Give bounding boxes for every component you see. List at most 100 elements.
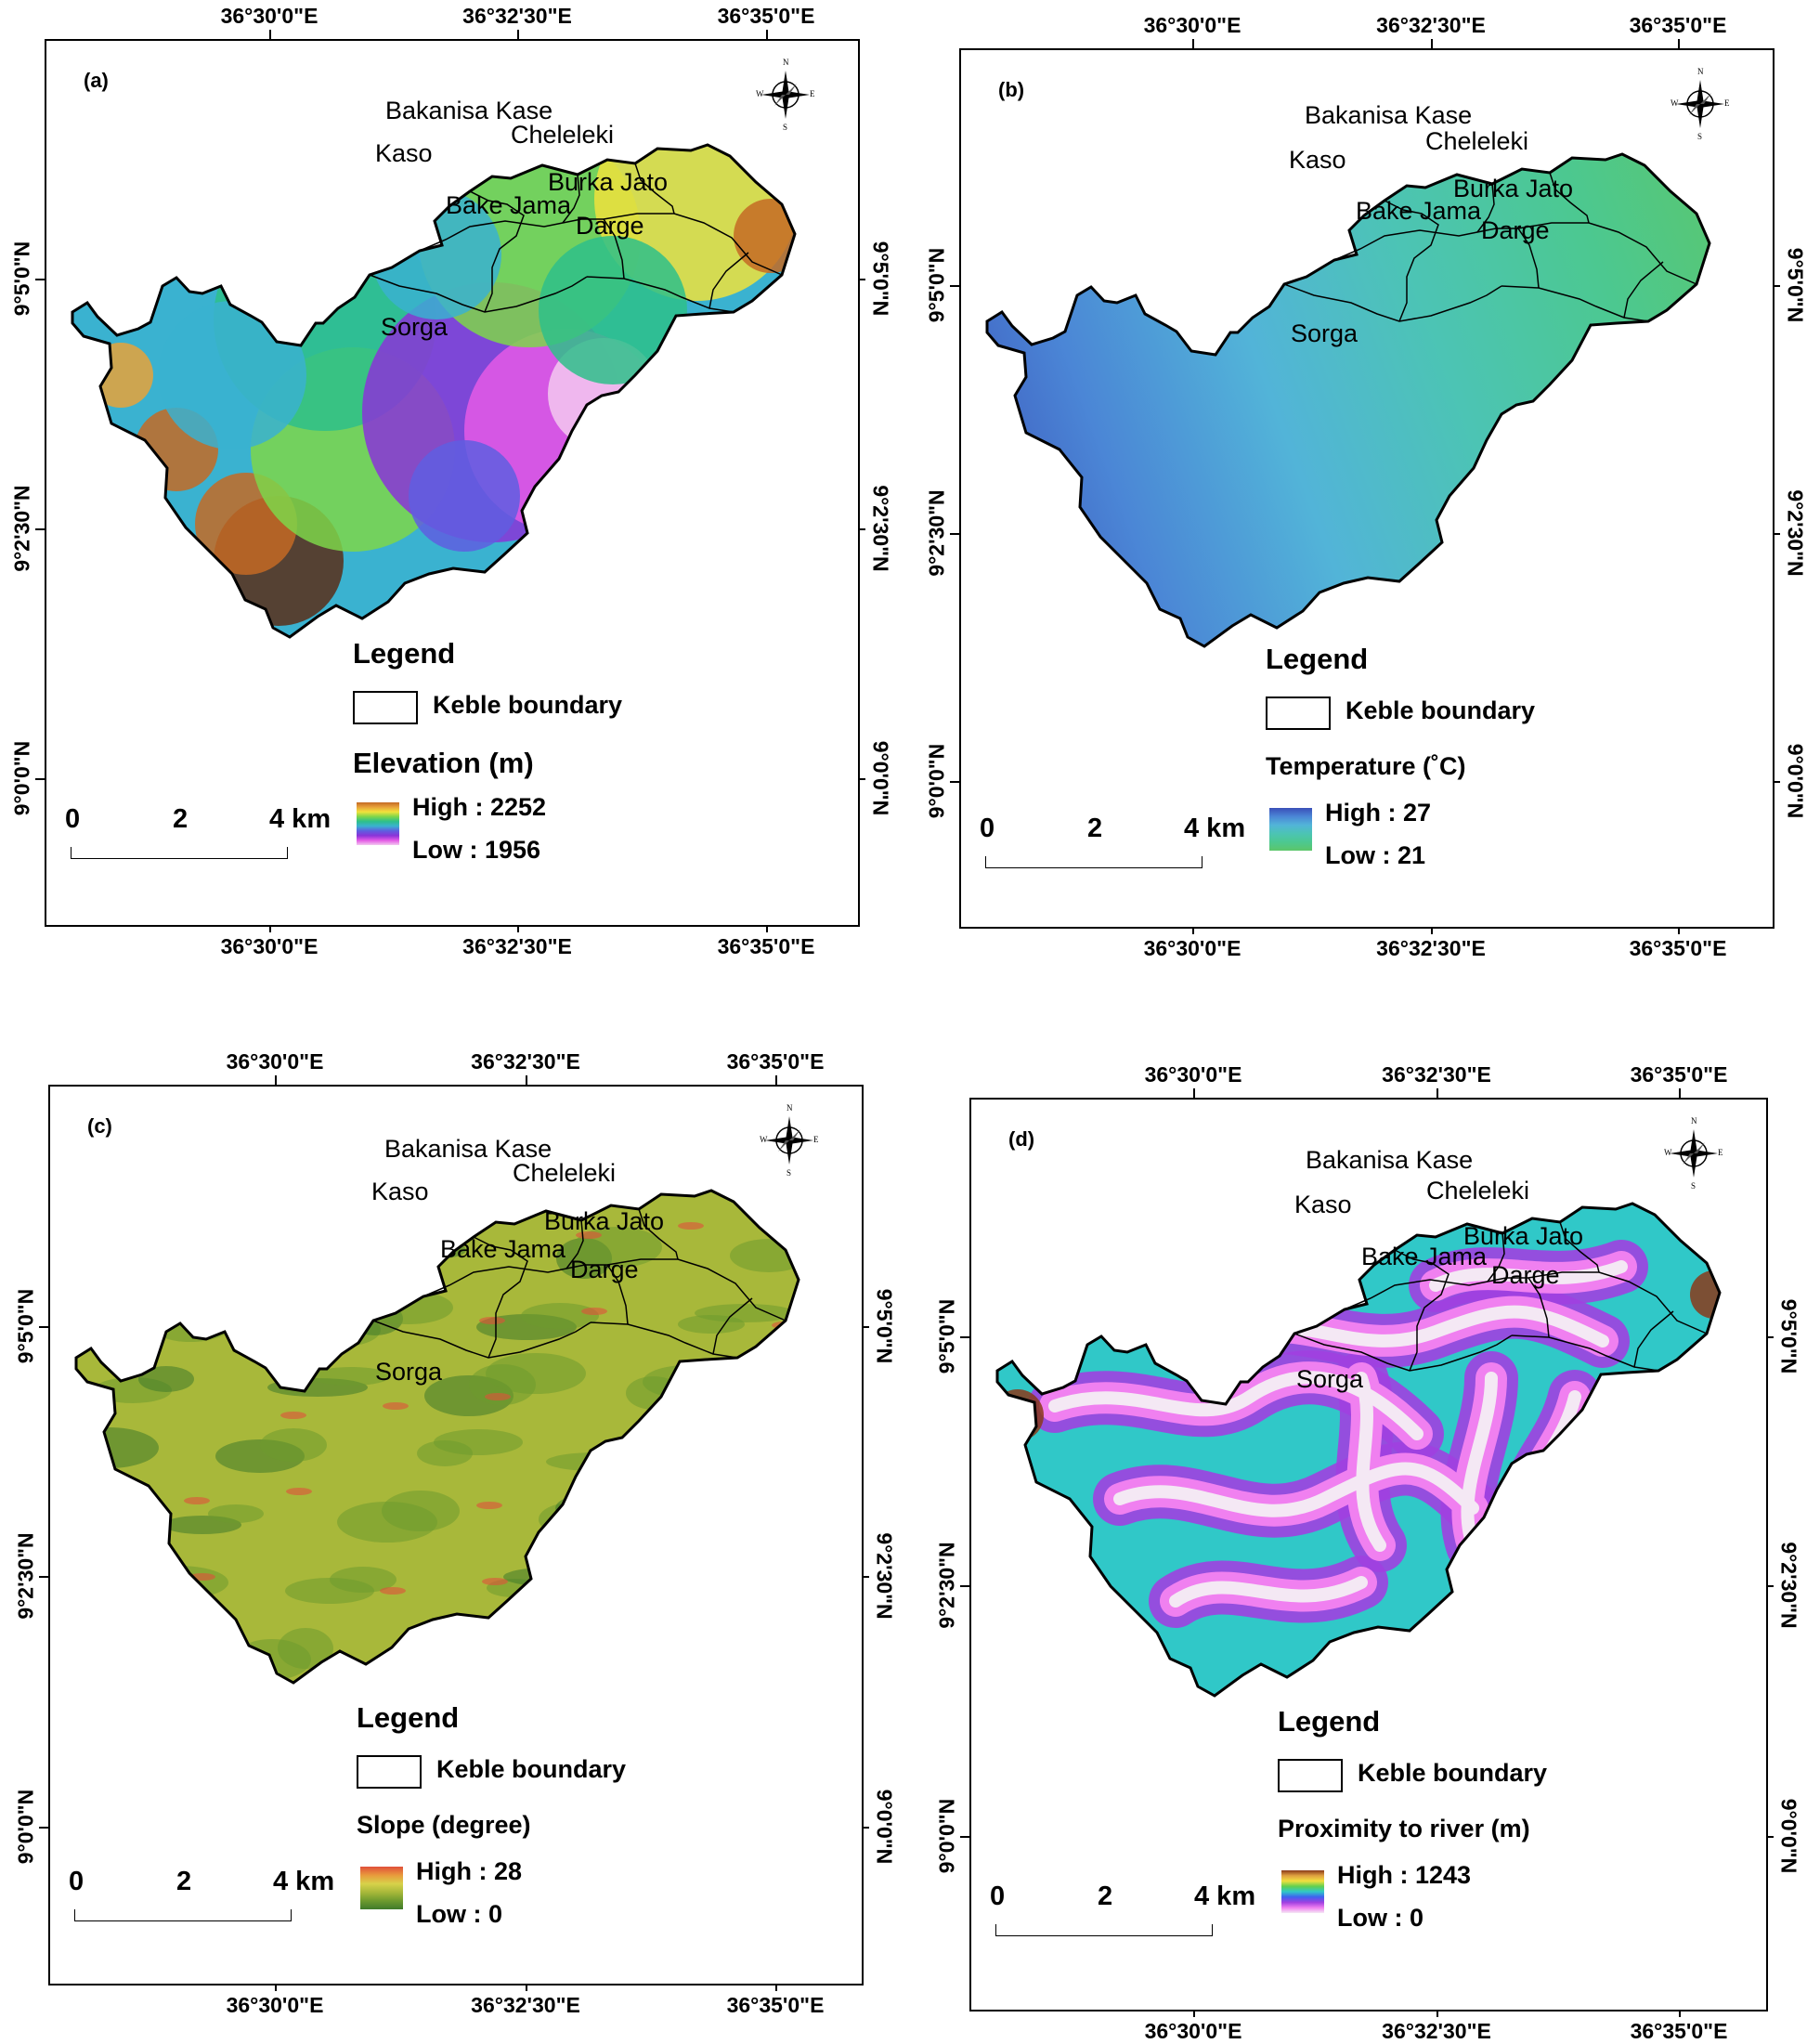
slope-texture — [260, 1428, 327, 1462]
river-channel — [1461, 1372, 1498, 1552]
longitude-label-top: 36°35'0"E — [1629, 13, 1727, 37]
kebele-label: Cheleleki — [511, 121, 615, 149]
graticule-tick — [960, 1836, 969, 1838]
slope-texture — [503, 1568, 592, 1586]
kebele-label: Darge — [570, 1256, 639, 1283]
map-canvas — [995, 1202, 1722, 1698]
keble-boundary-line — [1344, 1271, 1708, 1334]
legend-title: Legend — [1266, 643, 1369, 675]
map-panel-a: 36°30'0"E 36°32'30"E 36°35'0"E 36°30'0"E 36°… — [0, 0, 910, 975]
graticule-tick — [275, 1982, 277, 1991]
keble-boundary-line — [422, 1258, 786, 1321]
graticule-tick — [1192, 39, 1194, 48]
keble-boundary-line — [603, 218, 625, 280]
compass-letter: S — [783, 123, 788, 132]
legend-keble-label: Keble boundary — [436, 1755, 627, 1783]
graticule-tick — [35, 279, 45, 280]
latitude-label-left: 9°5'0"N — [934, 1298, 959, 1374]
slope-texture — [407, 1640, 507, 1673]
compass-letter: S — [786, 1168, 792, 1178]
north-arrow-icon: N E S W — [1670, 67, 1730, 141]
elevation-zone — [734, 199, 795, 273]
latitude-label-left: 9°0'0"N — [924, 743, 949, 819]
latitude-label-right: 9°2'30"N — [872, 1532, 897, 1620]
steep-slope — [777, 1398, 799, 1405]
slope-texture — [643, 1365, 732, 1399]
map-panel-b: 36°30'0"E 36°32'30"E 36°35'0"E 36°30'0"E 36°… — [910, 0, 1820, 975]
compass-letter: N — [1691, 1116, 1697, 1126]
scale-bar-label: 2 — [1087, 814, 1103, 843]
kebele-label: Bake Jama — [1361, 1243, 1488, 1270]
slope-texture — [705, 1554, 760, 1595]
steep-slope — [283, 1227, 309, 1234]
graticule-tick — [1436, 2008, 1438, 2017]
longitude-label-bottom: 36°32'30"E — [471, 1993, 580, 2017]
graticule-tick — [517, 30, 519, 39]
far-zone — [1690, 1270, 1720, 1319]
keble-boundary-line — [1333, 222, 1697, 285]
compass-letter: N — [786, 1103, 793, 1113]
steep-slope — [289, 1303, 315, 1310]
longitude-label-bottom: 36°32'30"E — [1376, 936, 1486, 960]
map-panel-d: 36°30'0"E 36°32'30"E 36°35'0"E 36°30'0"E 36°… — [910, 1044, 1820, 2043]
compass-letter: E — [810, 89, 815, 98]
graticule-tick — [860, 1576, 869, 1578]
kebele-label: Bakanisa Kase — [384, 1135, 552, 1163]
latitude-label-right: 9°5'0"N — [872, 1288, 897, 1364]
graticule-tick — [1678, 925, 1680, 934]
steep-slope — [678, 1222, 704, 1230]
steep-slope — [681, 1483, 707, 1491]
latitude-label-left: 9°2'30"N — [13, 1532, 38, 1620]
map-frame: (a) Bakanisa Kase Kaso Cheleleki Burka Jato B… — [45, 39, 860, 927]
slope-texture — [608, 1641, 675, 1667]
graticule-tick — [860, 1827, 869, 1829]
legend-color-ramp — [357, 802, 399, 845]
legend-low-label: Low : 1956 — [412, 836, 541, 864]
keble-boundary-line — [1528, 1277, 1550, 1338]
graticule-tick — [1771, 285, 1780, 287]
map-frame: (b) Bakanisa Kase Kaso Cheleleki Burka Jato B… — [959, 48, 1774, 929]
slope-texture — [312, 1367, 390, 1386]
slope-texture — [355, 1252, 444, 1270]
slope-texture — [555, 1491, 656, 1525]
legend-layer-title: Temperature (˚C) — [1266, 752, 1466, 780]
slope-texture — [121, 1631, 188, 1649]
legend-low-label: Low : 21 — [1325, 841, 1426, 869]
slope-texture — [242, 1229, 320, 1255]
latitude-label-right: 9°2'30"N — [1776, 1542, 1801, 1629]
kebele-label: Sorga — [1291, 319, 1358, 347]
longitude-label-bottom: 36°30'0"E — [1144, 2019, 1242, 2043]
steep-slope — [581, 1308, 607, 1315]
kebele-label: Bakanisa Kase — [1306, 1146, 1474, 1174]
steep-slope — [672, 1592, 698, 1599]
keble-boundary-line — [1384, 200, 1439, 322]
graticule-tick — [1771, 533, 1780, 535]
longitude-label-top: 36°30'0"E — [1144, 1062, 1242, 1087]
scale-bar-label: 4 km — [1194, 1881, 1256, 1911]
temperature-surface — [987, 154, 1710, 646]
slope-texture — [278, 1628, 333, 1669]
panel-tag: (d) — [1008, 1127, 1035, 1151]
longitude-label-top: 36°32'30"E — [462, 4, 572, 28]
raster-layer — [76, 1191, 799, 1683]
latitude-label-left: 9°0'0"N — [9, 740, 34, 816]
slope-texture — [76, 1642, 165, 1660]
kebele-label: Burka Jato — [1453, 175, 1574, 202]
kebele-label: Bake Jama — [1356, 197, 1482, 225]
legend-title: Legend — [353, 637, 456, 670]
keble-boundary-line — [1487, 1232, 1505, 1282]
panel-tag: (b) — [998, 78, 1025, 101]
slope-texture — [625, 1630, 725, 1656]
slope-texture — [190, 1290, 257, 1331]
steep-slope — [479, 1317, 505, 1324]
longitude-label-top: 36°30'0"E — [226, 1049, 324, 1074]
steep-slope — [476, 1502, 502, 1509]
graticule-tick — [39, 1576, 48, 1578]
latitude-label-right: 9°5'0"N — [1783, 247, 1808, 323]
kebele-label: Kaso — [1294, 1191, 1352, 1218]
river-channel — [1429, 1260, 1628, 1292]
slope-texture — [330, 1567, 396, 1593]
keble-boundary-line — [469, 190, 525, 313]
scale-bar-label: 0 — [980, 814, 995, 843]
compass-letter: E — [1718, 1148, 1723, 1157]
